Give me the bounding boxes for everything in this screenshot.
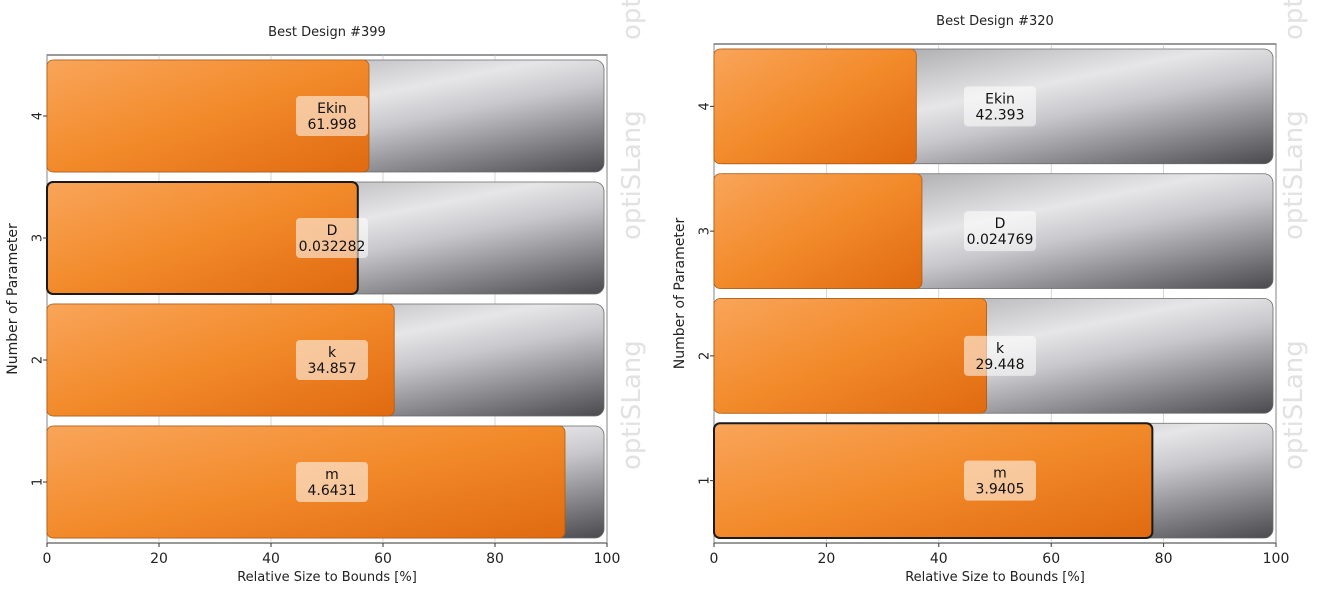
x-tick-label: 0 bbox=[710, 551, 719, 567]
watermark-text: optiSLang bbox=[617, 340, 647, 470]
value-label-box bbox=[964, 86, 1036, 127]
x-tick-label: 40 bbox=[930, 551, 948, 567]
chart-right: Best Design #320 m3.9405 1 k29.448 2 D0.02476… bbox=[672, 0, 1309, 585]
x-tick-label: 40 bbox=[262, 551, 280, 567]
parameter-name-label: D bbox=[327, 223, 338, 239]
value-label-box bbox=[296, 96, 368, 136]
y-tick-label: 4 bbox=[31, 112, 46, 120]
bar-fill bbox=[713, 298, 987, 414]
chart-panel-left: Best Design #399 m 4.6431 1 k 34.857 2 D 0.03228… bbox=[0, 0, 661, 586]
parameter-value-label: 3.9405 bbox=[976, 482, 1025, 498]
y-axis-label: Number of Parameter bbox=[672, 218, 688, 370]
x-axis-label: Relative Size to Bounds [%] bbox=[237, 570, 417, 585]
x-tick-label: 80 bbox=[1155, 551, 1173, 567]
bar-fill bbox=[713, 173, 923, 289]
parameter-name-label: k bbox=[328, 345, 337, 361]
chart-title: Best Design #399 bbox=[268, 25, 386, 40]
parameter-value-label: 42.393 bbox=[976, 107, 1025, 123]
value-label-box bbox=[296, 340, 368, 380]
parameter-value-label: 29.448 bbox=[976, 357, 1025, 373]
chart-title: Best Design #320 bbox=[936, 14, 1054, 29]
value-label-box bbox=[964, 335, 1036, 376]
y-axis-label: Number of Parameter bbox=[5, 223, 21, 375]
parameter-value-label: 0.024769 bbox=[967, 232, 1034, 248]
x-tick-label: 60 bbox=[1042, 551, 1060, 567]
bar-fill bbox=[713, 422, 1154, 539]
y-tick-label: 1 bbox=[698, 476, 713, 484]
parameter-name-label: k bbox=[996, 341, 1005, 357]
parameter-name-label: m bbox=[993, 466, 1007, 482]
parameter-value-label: 61.998 bbox=[308, 117, 357, 133]
y-tick-label: 4 bbox=[698, 102, 713, 110]
watermark-text: optiSLang bbox=[617, 0, 647, 40]
watermark-text: optiSLang bbox=[1279, 0, 1309, 40]
bar-fill bbox=[713, 48, 917, 165]
y-tick-label: 3 bbox=[698, 227, 713, 235]
parameter-name-label: m bbox=[325, 467, 339, 483]
y-tick-label: 1 bbox=[31, 478, 46, 486]
parameter-value-label: 0.032282 bbox=[299, 239, 366, 255]
y-tick-label: 3 bbox=[31, 234, 46, 242]
value-label-box bbox=[964, 211, 1036, 252]
x-tick-label: 20 bbox=[817, 551, 835, 567]
watermark-text: optiSLang bbox=[617, 110, 647, 240]
chart-left: Best Design #399 m4.6431 1 k34.857 2 D0.03228… bbox=[5, 0, 647, 585]
value-label-box bbox=[964, 460, 1036, 501]
x-tick-label: 20 bbox=[150, 551, 168, 567]
y-tick-label: 2 bbox=[698, 352, 713, 360]
x-tick-label: 100 bbox=[1263, 551, 1290, 567]
x-tick-label: 100 bbox=[594, 551, 621, 567]
parameter-name-label: Ekin bbox=[985, 91, 1015, 107]
chart-panel-right: Best Design #320 m 3.9405 1 k 29.448 2 D 0.02476… bbox=[661, 0, 1322, 586]
parameter-value-label: 4.6431 bbox=[308, 483, 357, 499]
watermark-text: optiSLang bbox=[1279, 110, 1309, 240]
watermark-text: optiSLang bbox=[1279, 340, 1309, 470]
parameter-value-label: 34.857 bbox=[308, 361, 357, 377]
parameter-name-label: D bbox=[995, 216, 1006, 232]
x-axis-label: Relative Size to Bounds [%] bbox=[905, 570, 1085, 585]
value-label-box bbox=[296, 218, 368, 258]
x-tick-label: 80 bbox=[486, 551, 504, 567]
value-label-box bbox=[296, 462, 368, 502]
x-tick-label: 60 bbox=[374, 551, 392, 567]
x-tick-label: 0 bbox=[43, 551, 52, 567]
y-tick-label: 2 bbox=[31, 356, 46, 364]
parameter-name-label: Ekin bbox=[317, 101, 347, 117]
